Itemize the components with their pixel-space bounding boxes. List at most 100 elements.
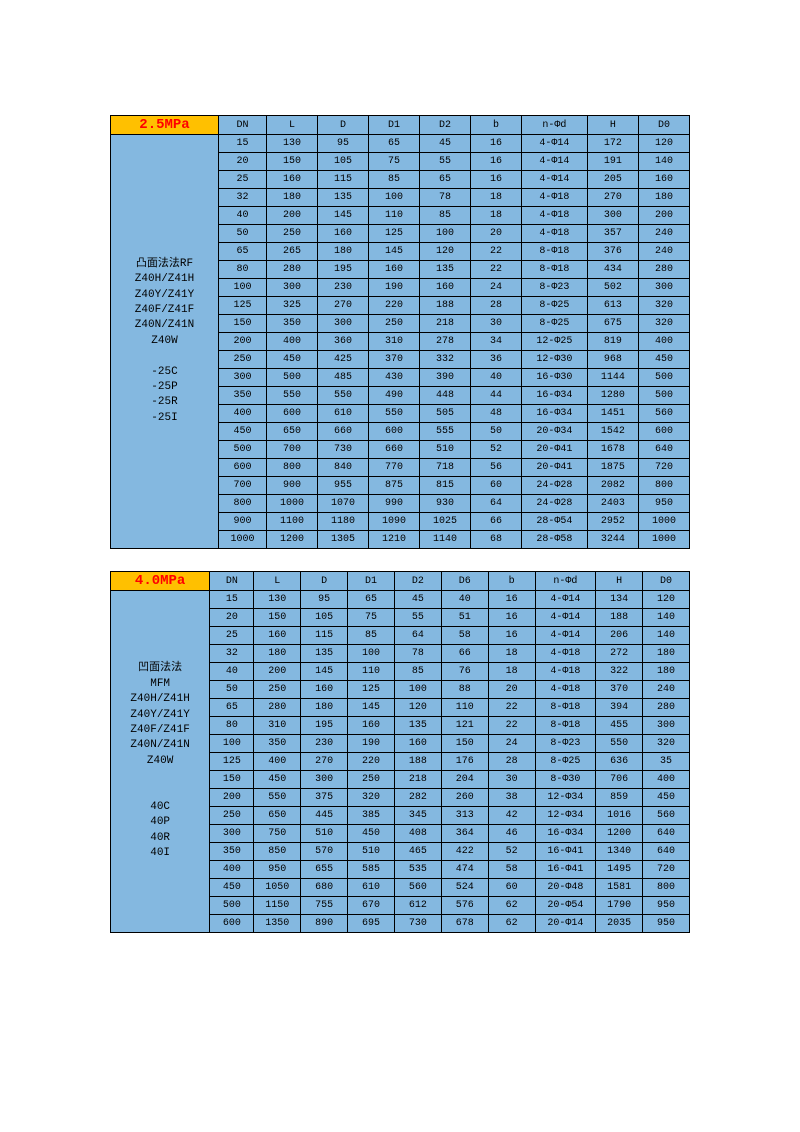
data-cell: 800 <box>638 477 689 495</box>
data-cell: 28 <box>470 297 521 315</box>
data-cell: 968 <box>587 351 638 369</box>
data-cell: 490 <box>368 387 419 405</box>
data-cell: 1340 <box>596 843 643 861</box>
data-cell: 55 <box>394 609 441 627</box>
data-cell: 325 <box>267 297 318 315</box>
data-cell: 890 <box>301 915 348 933</box>
data-cell: 150 <box>254 609 301 627</box>
data-cell: 1200 <box>596 825 643 843</box>
data-cell: 815 <box>419 477 470 495</box>
data-cell: 1305 <box>318 531 369 549</box>
data-cell: 145 <box>368 243 419 261</box>
column-header: D0 <box>643 572 690 591</box>
spec-table-1: 4.0MPaDNLDD1D2D6bn-ΦdHD0凹面法法 MFM Z40H/Z4… <box>110 571 690 933</box>
data-cell: 100 <box>348 645 395 663</box>
data-cell: 145 <box>318 207 369 225</box>
data-cell: 1790 <box>596 897 643 915</box>
data-cell: 66 <box>441 645 488 663</box>
data-cell: 145 <box>301 663 348 681</box>
data-cell: 400 <box>638 333 689 351</box>
data-cell: 350 <box>210 843 254 861</box>
data-cell: 4-Φ14 <box>535 609 596 627</box>
data-cell: 150 <box>267 153 318 171</box>
data-cell: 24 <box>470 279 521 297</box>
data-cell: 550 <box>318 387 369 405</box>
data-cell: 450 <box>348 825 395 843</box>
data-cell: 313 <box>441 807 488 825</box>
data-cell: 110 <box>348 663 395 681</box>
data-cell: 150 <box>441 735 488 753</box>
data-cell: 950 <box>643 915 690 933</box>
data-cell: 300 <box>587 207 638 225</box>
data-cell: 35 <box>643 753 690 771</box>
data-cell: 408 <box>394 825 441 843</box>
data-cell: 4-Φ18 <box>535 645 596 663</box>
data-cell: 188 <box>596 609 643 627</box>
column-header: H <box>596 572 643 591</box>
data-cell: 135 <box>394 717 441 735</box>
data-cell: 535 <box>394 861 441 879</box>
data-cell: 120 <box>638 135 689 153</box>
data-cell: 280 <box>643 699 690 717</box>
data-cell: 640 <box>643 843 690 861</box>
data-cell: 550 <box>368 405 419 423</box>
data-cell: 524 <box>441 879 488 897</box>
data-cell: 650 <box>254 807 301 825</box>
data-cell: 65 <box>219 243 267 261</box>
data-cell: 24 <box>488 735 535 753</box>
data-cell: 1000 <box>638 531 689 549</box>
data-cell: 180 <box>267 189 318 207</box>
data-cell: 310 <box>368 333 419 351</box>
data-cell: 160 <box>394 735 441 753</box>
data-cell: 4-Φ18 <box>535 681 596 699</box>
data-cell: 88 <box>441 681 488 699</box>
data-cell: 1678 <box>587 441 638 459</box>
data-cell: 500 <box>267 369 318 387</box>
data-cell: 8-Φ18 <box>521 261 587 279</box>
data-cell: 1144 <box>587 369 638 387</box>
data-cell: 700 <box>219 477 267 495</box>
data-cell: 240 <box>643 681 690 699</box>
data-cell: 510 <box>301 825 348 843</box>
data-cell: 65 <box>210 699 254 717</box>
data-cell: 1000 <box>267 495 318 513</box>
data-cell: 474 <box>441 861 488 879</box>
data-cell: 180 <box>643 645 690 663</box>
data-cell: 640 <box>638 441 689 459</box>
data-cell: 4-Φ18 <box>521 225 587 243</box>
data-cell: 18 <box>470 207 521 225</box>
data-cell: 100 <box>394 681 441 699</box>
data-cell: 280 <box>638 261 689 279</box>
table-row: 凸面法法RF Z40H/Z41H Z40Y/Z41Y Z40F/Z41F Z40… <box>111 135 690 153</box>
column-header: D0 <box>638 116 689 135</box>
data-cell: 50 <box>219 225 267 243</box>
data-cell: 8-Φ25 <box>535 753 596 771</box>
data-cell: 62 <box>488 915 535 933</box>
data-cell: 40 <box>441 591 488 609</box>
data-cell: 2403 <box>587 495 638 513</box>
data-cell: 930 <box>419 495 470 513</box>
data-cell: 450 <box>643 789 690 807</box>
data-cell: 1025 <box>419 513 470 531</box>
data-cell: 125 <box>368 225 419 243</box>
data-cell: 400 <box>210 861 254 879</box>
data-cell: 16 <box>488 591 535 609</box>
data-cell: 134 <box>596 591 643 609</box>
data-cell: 180 <box>643 663 690 681</box>
data-cell: 12-Φ30 <box>521 351 587 369</box>
data-cell: 240 <box>638 225 689 243</box>
data-cell: 1581 <box>596 879 643 897</box>
data-cell: 570 <box>301 843 348 861</box>
data-cell: 45 <box>419 135 470 153</box>
data-cell: 400 <box>219 405 267 423</box>
data-cell: 272 <box>596 645 643 663</box>
data-cell: 80 <box>219 261 267 279</box>
data-cell: 1000 <box>638 513 689 531</box>
data-cell: 75 <box>368 153 419 171</box>
data-cell: 1495 <box>596 861 643 879</box>
data-cell: 1100 <box>267 513 318 531</box>
data-cell: 16 <box>470 171 521 189</box>
data-cell: 4-Φ14 <box>535 591 596 609</box>
data-cell: 22 <box>488 699 535 717</box>
data-cell: 160 <box>301 681 348 699</box>
